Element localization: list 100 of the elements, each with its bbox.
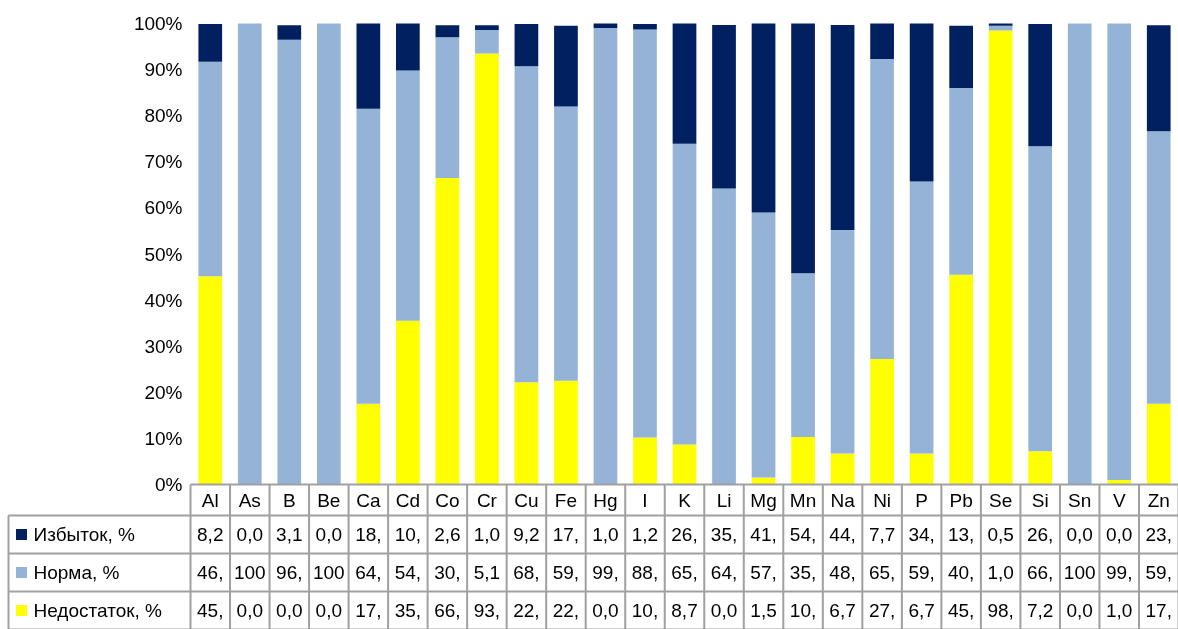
data-label: 23, — [1145, 524, 1172, 545]
x-tick-label: K — [678, 489, 692, 511]
data-label: 45, — [197, 600, 224, 621]
bar — [712, 24, 736, 189]
x-tick-label: V — [1112, 489, 1126, 511]
data-label: 1,0 — [987, 562, 1014, 583]
bar — [514, 66, 539, 383]
bar — [870, 23, 894, 59]
bar — [988, 30, 1013, 485]
x-tick-label: Fe — [554, 489, 578, 511]
data-label: 64, — [710, 562, 738, 583]
y-tick-label: 80% — [144, 105, 183, 127]
data-label: 66, — [434, 600, 461, 621]
data-label: 99, — [592, 562, 619, 583]
x-tick-label: Co — [435, 489, 460, 511]
data-label: 100 — [233, 562, 266, 583]
y-tick-label: 0% — [155, 474, 183, 495]
bar — [554, 106, 578, 381]
x-tick-label: Al — [201, 489, 219, 511]
bar — [791, 23, 815, 274]
data-label: 44, — [829, 524, 856, 545]
data-label: 64, — [355, 562, 382, 583]
bar — [830, 24, 855, 231]
bar — [198, 23, 223, 62]
bar — [1028, 23, 1053, 147]
data-label: 35, — [710, 524, 738, 545]
data-label: 10, — [394, 524, 422, 545]
data-label: 17, — [355, 600, 382, 621]
data-label: 45, — [947, 600, 975, 621]
bar — [554, 380, 578, 485]
data-label: 46, — [197, 562, 224, 583]
data-label: 22, — [513, 600, 540, 621]
x-tick-label: Si — [1031, 489, 1049, 511]
x-tick-label: Cr — [476, 489, 498, 511]
bar — [435, 177, 460, 485]
data-label: 41, — [750, 524, 777, 545]
bar — [830, 230, 855, 454]
bar — [396, 70, 420, 321]
bar — [277, 39, 302, 485]
data-label: 30, — [434, 562, 461, 583]
x-tick-label: I — [642, 489, 648, 511]
legend-label: Норма, % — [33, 562, 120, 583]
bar — [712, 188, 736, 485]
data-label: 35, — [789, 562, 817, 583]
bar — [672, 23, 697, 144]
bar — [909, 23, 934, 182]
data-label: 68, — [513, 562, 540, 583]
data-label: 10, — [789, 600, 817, 621]
data-label: 1,2 — [631, 524, 659, 545]
x-tick-label: Cu — [514, 489, 539, 511]
bar — [514, 23, 539, 67]
bar — [1146, 131, 1171, 404]
data-label: 99, — [1106, 562, 1133, 583]
bar — [949, 88, 973, 275]
data-label: 1,0 — [473, 524, 501, 545]
data-label: 5,1 — [473, 562, 501, 583]
data-label: 8,7 — [671, 600, 698, 621]
bar — [356, 403, 381, 485]
data-label: 3,1 — [276, 524, 303, 545]
bar — [396, 320, 420, 485]
x-tick-label: Li — [716, 489, 732, 511]
data-label: 0,5 — [987, 524, 1014, 545]
data-label: 22, — [552, 600, 580, 621]
x-tick-label: Pb — [949, 489, 973, 511]
data-label: 27, — [868, 600, 896, 621]
bar — [435, 25, 460, 38]
data-label: 0,0 — [276, 600, 303, 621]
y-tick-label: 100% — [133, 13, 183, 34]
data-label: 0,0 — [592, 600, 619, 621]
data-label: 57, — [750, 562, 777, 583]
y-tick-label: 30% — [144, 335, 183, 357]
bar — [1028, 146, 1053, 452]
data-label: 54, — [789, 524, 817, 545]
bar — [475, 29, 499, 54]
bar — [791, 437, 815, 485]
data-label: 1,0 — [1106, 600, 1133, 621]
bar — [909, 181, 934, 454]
data-label: 88, — [631, 562, 659, 583]
data-label: 98, — [987, 600, 1014, 621]
data-label: 1,5 — [750, 600, 777, 621]
data-label: 17, — [1145, 600, 1172, 621]
bar — [1146, 25, 1171, 132]
bar — [830, 453, 855, 485]
x-tick-label: Ca — [356, 489, 381, 511]
bar — [277, 25, 302, 40]
data-label: 48, — [829, 562, 856, 583]
bar — [554, 25, 578, 107]
x-tick-label: Zn — [1147, 489, 1170, 511]
data-label: 0,0 — [236, 524, 263, 545]
data-label: 59, — [1145, 562, 1172, 583]
bar — [751, 23, 776, 213]
data-label: 17, — [552, 524, 580, 545]
bar — [870, 59, 894, 360]
data-label: 66, — [1026, 562, 1054, 583]
data-label: 59, — [908, 562, 935, 583]
data-label: 34, — [908, 524, 935, 545]
x-tick-label: Na — [830, 489, 856, 511]
data-label: 100 — [1063, 562, 1096, 583]
data-label: 18, — [355, 524, 382, 545]
bar — [1028, 451, 1053, 485]
